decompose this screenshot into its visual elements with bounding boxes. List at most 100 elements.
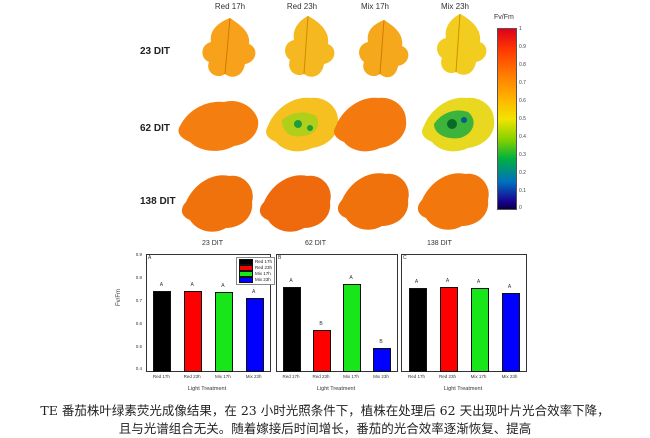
significance-letter: A: [349, 274, 353, 281]
legend-item: Mix 23h: [239, 277, 272, 283]
colorbar-tick: 0.7: [519, 80, 526, 86]
figure-caption-line: 且与光谱组合无关。随着嫁接后时间增长，番茄的光合效率逐渐恢复、提高: [118, 421, 532, 436]
bar-mix-17h: [214, 291, 233, 372]
legend-swatch: [239, 271, 253, 277]
panel-label: 138 DIT: [427, 240, 452, 247]
bar-red-23h: [184, 290, 203, 372]
legend-label: Red 23h: [255, 265, 273, 270]
leaf-image: [334, 97, 407, 152]
colorbar-tick: 0.6: [519, 98, 526, 104]
significance-letter: A: [289, 278, 293, 285]
row-header: 138 DIT: [140, 196, 176, 207]
column-header: Red 23h: [286, 2, 318, 11]
significance-letter: A: [476, 279, 481, 286]
x-tick-label: Mix 17h: [214, 374, 231, 379]
significance-letter: A: [251, 288, 256, 295]
x-tick-label: Red 17h: [282, 374, 300, 379]
leaf-image: [422, 97, 495, 152]
column-header: Red 17h: [214, 2, 246, 11]
legend-label: Mix 23h: [255, 277, 271, 282]
legend-swatch: [239, 277, 253, 283]
bar-mix-23h: [245, 297, 264, 372]
leaf-image: [337, 173, 409, 230]
colorbar-tick: 1: [519, 26, 522, 32]
legend-item: Mix 17h: [239, 271, 272, 277]
y-tick-label: 0.4: [135, 366, 142, 371]
colorbar-tick: 0.3: [519, 152, 526, 158]
bar-red-17h: [153, 290, 172, 372]
panel-id: C: [403, 255, 407, 261]
panel-label: 23 DIT: [202, 240, 224, 247]
significance-letter: B: [379, 339, 383, 346]
x-tick-label: Mix 17h: [470, 374, 487, 379]
leaf-image: [359, 19, 409, 78]
colorbar-title: Fv/Fm: [494, 14, 514, 21]
x-tick-label: Red 17h: [407, 374, 425, 379]
significance-letter: A: [190, 281, 194, 288]
x-tick-label: Mix 17h: [343, 374, 359, 379]
colorbar-tick: 0.1: [519, 188, 526, 194]
x-tick-label: Mix 23h: [501, 374, 518, 379]
y-tick-label: 0.5: [135, 344, 142, 349]
leaf-image: [417, 173, 489, 230]
x-tick-label: Red 23h: [312, 374, 330, 379]
chart-legend: Red 17h Red 23h Mix 17h Mix 23h: [236, 257, 276, 285]
significance-letter: A: [507, 283, 512, 290]
y-tick-label: 0.8: [135, 275, 142, 280]
bar-mix-17h: [470, 288, 489, 372]
x-tick-label: Mix 23h: [245, 374, 262, 379]
y-tick-label: 0.7: [135, 298, 142, 303]
x-tick-label: Red 23h: [183, 374, 201, 379]
column-header: Mix 17h: [360, 2, 389, 11]
significance-letter: B: [319, 320, 323, 327]
x-axis-title: Light Treatment: [316, 386, 356, 392]
leaf-image: [202, 17, 256, 77]
panel-id: B: [278, 255, 282, 261]
leaf-image: [178, 100, 259, 151]
colorbar-tick: 0.2: [519, 170, 526, 176]
significance-letter: A: [414, 279, 419, 286]
colorbar-tick: 0.5: [519, 116, 526, 122]
bar-mix-17h: [343, 283, 361, 372]
legend-label: Red 17h: [255, 259, 273, 264]
x-tick-label: Mix 23h: [373, 374, 389, 379]
leaf-image: [285, 15, 335, 77]
bar-red-23h: [313, 329, 331, 372]
colorbar-tick: 0.9: [519, 44, 526, 50]
bar-red-23h: [439, 287, 458, 372]
leaf-image: [437, 13, 487, 75]
legend-swatch: [239, 259, 253, 265]
y-tick-label: 0.6: [135, 321, 142, 326]
x-axis-title: Light Treatment: [443, 386, 483, 392]
leaf-image: [259, 175, 331, 232]
bar-mix-23h: [373, 348, 391, 372]
legend-swatch: [239, 265, 253, 271]
figure-caption-line: TE 番茄株叶绿素荧光成像结果，在 23 小时光照条件下，植株在处理后 62 天…: [40, 403, 610, 418]
leaf-image: [266, 97, 339, 152]
panel-label: 62 DIT: [305, 240, 327, 247]
y-axis-title: Fv/Fm: [116, 289, 122, 306]
column-header: Mix 23h: [440, 2, 469, 11]
legend-item: Red 23h: [239, 265, 272, 271]
x-tick-label: Red 17h: [152, 374, 170, 379]
bar-mix-23h: [501, 292, 520, 372]
colorbar-tick: 0.4: [519, 134, 526, 140]
leaf-image: [181, 175, 253, 232]
colorbar-tick: 0: [519, 205, 522, 211]
significance-letter: A: [221, 282, 225, 289]
row-header: 23 DIT: [140, 46, 171, 57]
panel-id: A: [148, 255, 152, 261]
x-axis-title: Light Treatment: [187, 386, 227, 392]
colorbar: [497, 28, 517, 210]
bar-red-17h: [283, 287, 301, 372]
significance-letter: A: [159, 281, 164, 288]
colorbar-tick: 0.8: [519, 62, 526, 68]
y-tick-label: 0.9: [135, 252, 142, 257]
x-tick-label: Red 23h: [438, 374, 456, 379]
row-header: 62 DIT: [140, 123, 171, 134]
legend-item: Red 17h: [239, 259, 272, 265]
bar-red-17h: [408, 288, 427, 372]
legend-label: Mix 17h: [255, 271, 271, 276]
significance-letter: A: [445, 278, 450, 285]
